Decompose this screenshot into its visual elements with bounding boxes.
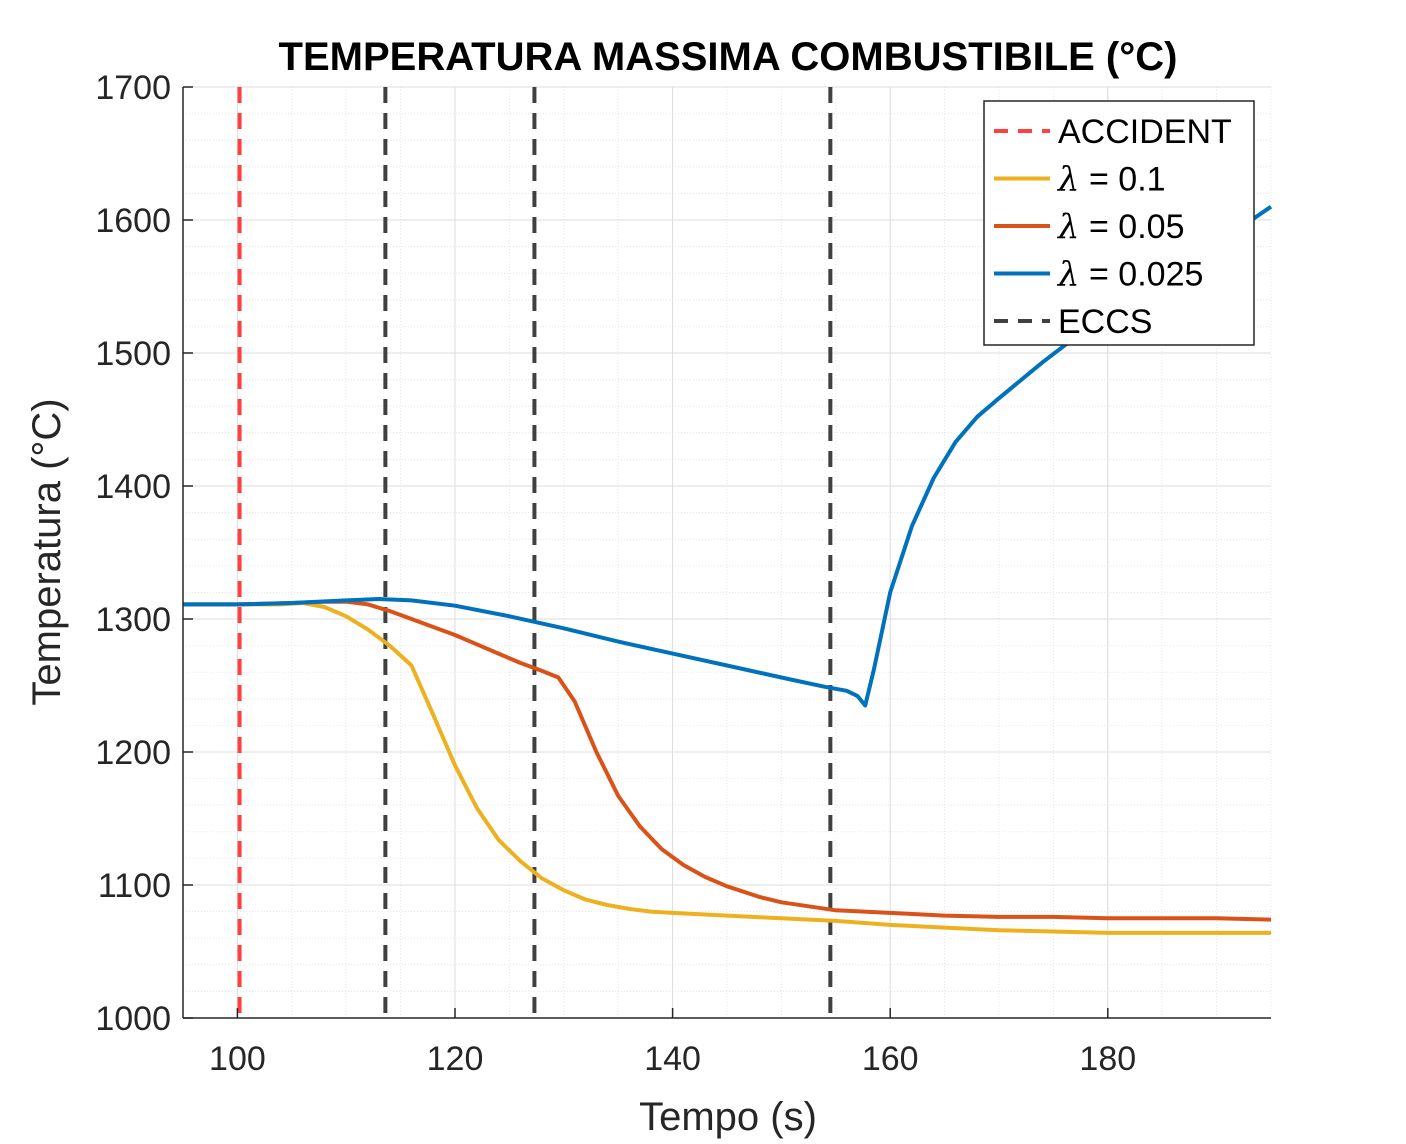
- x-tick-label: 180: [1079, 1040, 1136, 1078]
- legend-lambda-symbol: λ: [1056, 255, 1080, 295]
- legend-value: = 0.05: [1080, 208, 1185, 246]
- series-line-2: [183, 205, 1273, 708]
- legend-box: [983, 100, 1255, 346]
- x-tick-label: 140: [644, 1040, 701, 1078]
- legend-lambda-symbol: λ: [1056, 207, 1080, 247]
- x-tick-label: 120: [427, 1040, 484, 1078]
- y-tick-label: 1200: [95, 734, 171, 772]
- y-tick-label: 1400: [95, 468, 171, 506]
- series-line-1: [183, 599, 1272, 922]
- y-tick-label: 1700: [95, 69, 171, 107]
- legend-label: ECCS: [1058, 303, 1152, 341]
- legend-label: ACCIDENT: [1058, 113, 1232, 151]
- y-tick-label: 1500: [95, 335, 171, 373]
- y-tick-label: 1000: [95, 1000, 171, 1038]
- plot-area: [183, 87, 1273, 1018]
- y-tick-label: 1100: [98, 867, 171, 905]
- legend-label: λ = 0.1: [1056, 160, 1166, 200]
- legend-label: λ = 0.05: [1056, 207, 1184, 247]
- y-tick-label: 1600: [95, 202, 171, 240]
- legend-value: = 0.025: [1080, 256, 1204, 294]
- series-line-0: [183, 601, 1271, 935]
- axes: 100 120 140 160 180 1000 1100 1200 1300 1400 1500 1…: [95, 69, 1271, 1078]
- y-tick-label: 1300: [95, 601, 171, 639]
- chart-title: TEMPERATURA MASSIMA COMBUSTIBILE (°C): [279, 35, 1178, 79]
- grid: [182, 86, 1272, 1019]
- legend-lambda-symbol: λ: [1056, 160, 1080, 200]
- legend-value: = 0.1: [1080, 161, 1166, 199]
- x-tick-label: 160: [862, 1040, 919, 1078]
- x-tick-label: 100: [209, 1040, 266, 1078]
- y-axis-label: Temperatura (°C): [25, 398, 69, 705]
- legend-label: λ = 0.025: [1056, 255, 1203, 295]
- x-axis-label: Tempo (s): [639, 1095, 817, 1139]
